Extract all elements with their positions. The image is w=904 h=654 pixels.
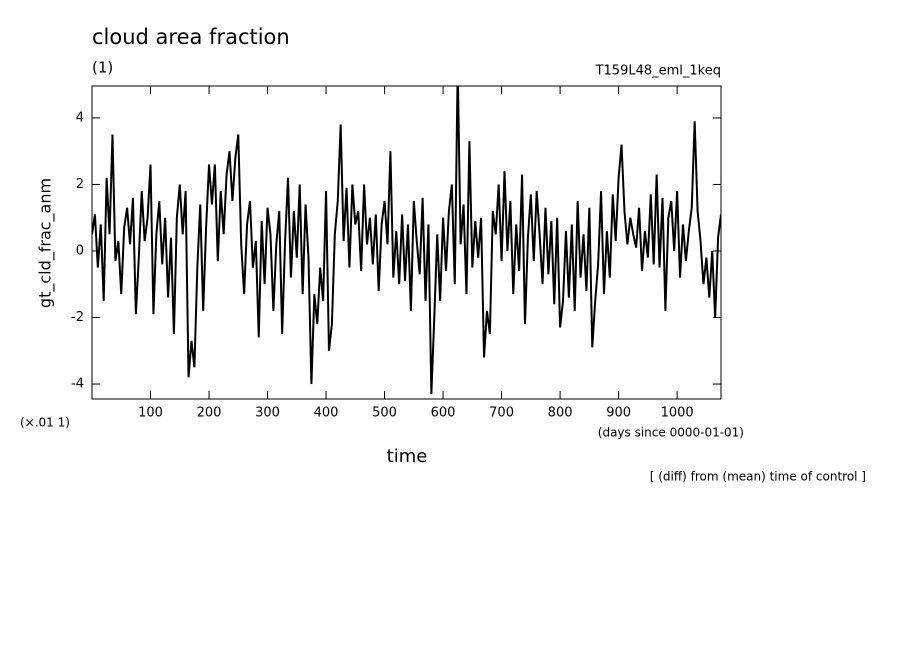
x-axis-label: time <box>387 446 428 467</box>
y-axis-label: gt_cld_frac_anm <box>36 178 56 308</box>
x-unit: (days since 0000-01-01) <box>598 426 744 440</box>
x-tick-label: 300 <box>255 406 280 421</box>
chart-title: cloud area fraction <box>92 25 290 49</box>
x-tick-label: 900 <box>606 406 631 421</box>
y-tick-label: 4 <box>76 110 84 125</box>
y-tick-label: -4 <box>71 377 84 392</box>
run-label: T159L48_eml_1keq <box>595 64 721 79</box>
y-tick-label: -2 <box>71 310 84 325</box>
x-tick-label: 100 <box>138 406 163 421</box>
x-tick-label: 1000 <box>661 406 694 421</box>
x-tick-label: 600 <box>431 406 456 421</box>
x-tick-label: 200 <box>197 406 222 421</box>
data-line <box>92 86 721 395</box>
y-unit: (×.01 1) <box>20 416 70 430</box>
subtitle: (1) <box>92 59 113 77</box>
y-tick-label: 2 <box>76 177 84 192</box>
y-tick-label: 0 <box>76 243 84 258</box>
plot-frame <box>91 85 722 400</box>
x-tick-label: 500 <box>372 406 397 421</box>
note: [ (diff) from (mean) time of control ] <box>650 470 866 484</box>
x-tick-label: 800 <box>548 406 573 421</box>
x-tick-label: 400 <box>314 406 339 421</box>
x-tick-label: 700 <box>489 406 514 421</box>
